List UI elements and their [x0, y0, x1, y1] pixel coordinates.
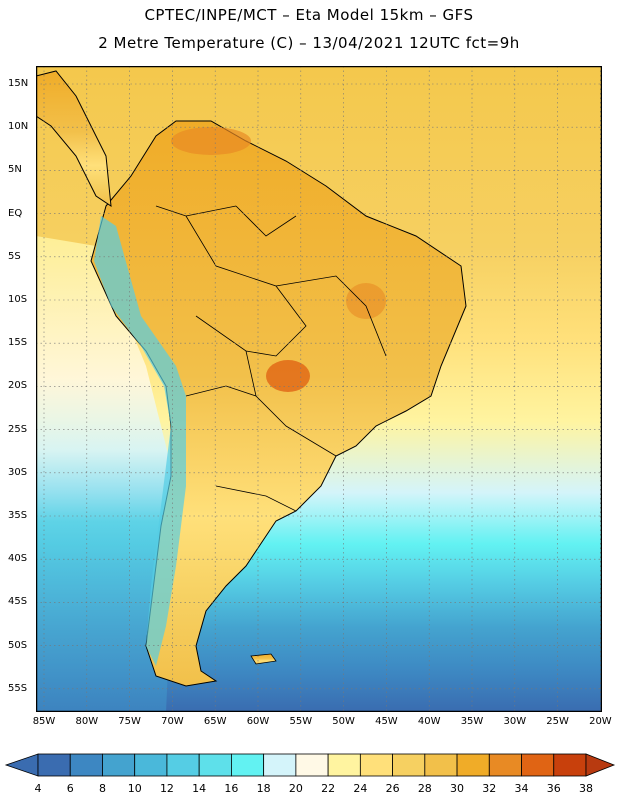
colorbar-value: 34 — [514, 782, 529, 795]
map-border — [36, 66, 602, 712]
colorbar-value: 4 — [34, 782, 42, 795]
colorbar-value: 20 — [288, 782, 303, 795]
country-borders — [155, 205, 387, 512]
longitude-label: 85W — [32, 716, 56, 727]
colorbar-value: 14 — [192, 782, 207, 795]
colorbar-value: 28 — [417, 782, 432, 795]
hot-spot-bahia — [346, 283, 386, 319]
colorbar-swatch — [263, 753, 297, 777]
colorbar-swatch — [521, 753, 555, 777]
colorbar-swatch — [102, 753, 136, 777]
colorbar-swatch — [37, 753, 71, 777]
hot-spot-venezuela — [171, 127, 251, 155]
colorbar-value: 30 — [450, 782, 465, 795]
longitude-label: 65W — [203, 716, 227, 727]
latitude-label: 10S — [8, 294, 28, 305]
colorbar-swatch — [69, 753, 103, 777]
latitude-label: EQ — [8, 207, 23, 219]
colorbar-high-arrow — [585, 753, 616, 777]
longitude-label: 35W — [460, 716, 484, 727]
longitude-label: 45W — [375, 716, 398, 727]
hot-spot-pantanal — [266, 360, 310, 392]
colorbar-swatch — [231, 753, 265, 777]
longitude-label: 40W — [417, 716, 441, 727]
latitude-label: 10N — [8, 121, 29, 133]
latitude-label: 25S — [8, 423, 28, 435]
colorbar-low-arrow — [4, 753, 39, 777]
central-america — [36, 70, 112, 208]
graticule — [36, 66, 602, 712]
colorbar-value: 10 — [127, 782, 142, 795]
latitude-label: 50S — [8, 639, 28, 651]
colorbar-value: 38 — [579, 782, 593, 795]
colorbar-swatch — [424, 753, 458, 777]
colorbar-swatch — [488, 753, 522, 777]
latitude-label: 30S — [8, 466, 28, 478]
colorbar-value: 36 — [546, 782, 561, 795]
colorbar-swatch — [359, 753, 393, 777]
colorbar-swatch — [198, 753, 232, 777]
longitude-label: 75W — [118, 716, 141, 727]
longitude-label: 60W — [246, 716, 270, 727]
latitude-label: 5S — [8, 250, 21, 262]
longitude-label: 50W — [332, 716, 355, 727]
colorbar-swatches — [4, 753, 616, 777]
colorbar-value: 12 — [159, 782, 174, 795]
latitude-label: 15S — [8, 337, 28, 349]
malvinas-islands — [250, 653, 277, 665]
latitude-label: 55S — [8, 682, 28, 694]
colorbar-value: 26 — [385, 782, 400, 795]
longitude-label: 25W — [546, 716, 569, 727]
longitude-label: 55W — [289, 716, 313, 727]
colorbar-value: 32 — [482, 782, 497, 795]
latitude-label: 45S — [8, 596, 28, 608]
colorbar-value: 22 — [321, 782, 336, 795]
colorbar-swatch — [134, 753, 168, 777]
longitude-label: 80W — [75, 716, 99, 727]
map-subtitle: 2 Metre Temperature (C) – 13/04/2021 12U… — [98, 34, 520, 52]
longitude-label: 30W — [503, 716, 527, 727]
latitude-label: 15N — [8, 78, 29, 89]
latitude-label: 5N — [8, 164, 22, 176]
colorbar-value: 6 — [66, 782, 74, 795]
colorbar-swatch — [327, 753, 361, 777]
latitude-label: 35S — [8, 510, 28, 521]
colorbar-swatch — [456, 753, 490, 777]
map-title: CPTEC/INPE/MCT – Eta Model 15km – GFS — [144, 6, 474, 24]
longitude-label: 70W — [161, 716, 184, 727]
colorbar-value: 24 — [353, 782, 368, 795]
colorbar-value: 16 — [224, 782, 239, 795]
colorbar-value: 18 — [256, 782, 271, 795]
pacific-cool-field — [36, 236, 176, 712]
temperature-map — [36, 66, 602, 712]
colorbar-swatch — [295, 753, 329, 777]
colorbar-swatch — [166, 753, 200, 777]
latitude-label: 20S — [8, 380, 28, 392]
latitude-label: 40S — [8, 553, 28, 565]
colorbar — [0, 748, 618, 800]
colorbar-swatch — [392, 753, 426, 777]
longitude-label: 20W — [589, 716, 612, 727]
andes-cold-band — [94, 216, 186, 666]
colorbar-swatch — [553, 753, 587, 777]
colorbar-value: 8 — [98, 782, 106, 795]
